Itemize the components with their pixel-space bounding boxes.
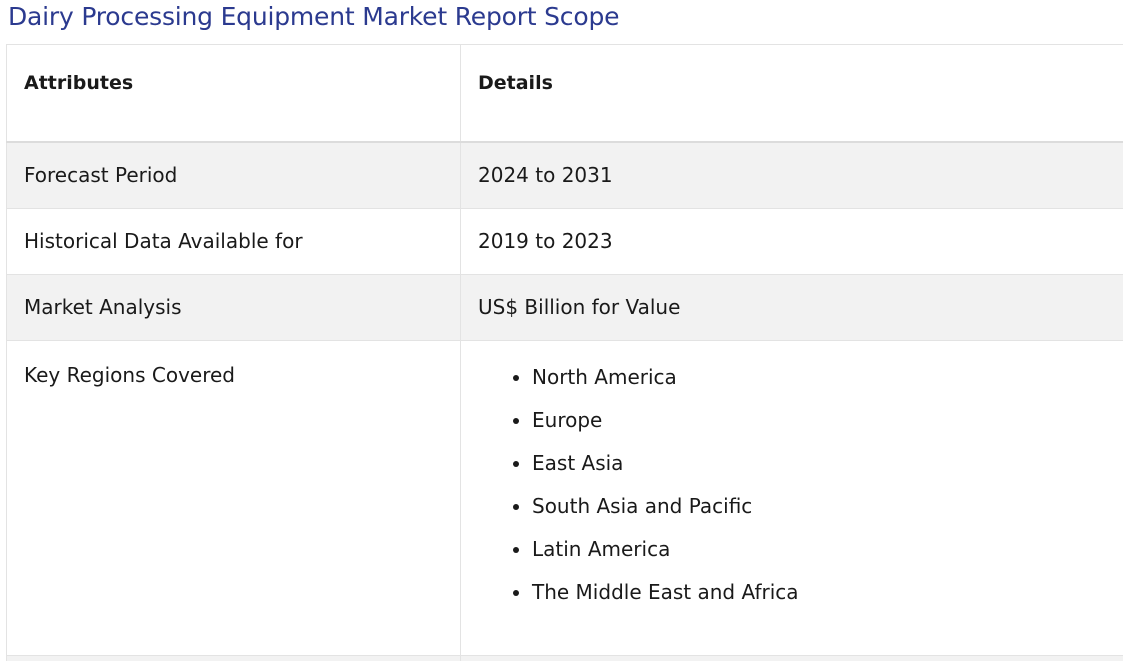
detail-cell: 2024 to 2031 — [460, 141, 1123, 209]
attribute-cell: Forecast Period — [6, 141, 461, 209]
table-row: Key Regions Covered North America Europe… — [6, 339, 1123, 656]
attribute-cell: Historical Data Available for — [6, 207, 461, 275]
column-header-details: Details — [460, 44, 1123, 143]
table-row: Historical Data Available for 2019 to 20… — [6, 207, 1123, 275]
list-item: Latin America — [532, 528, 1123, 571]
list-item: East Asia — [532, 442, 1123, 485]
page-title: Dairy Processing Equipment Market Report… — [8, 2, 620, 31]
regions-list: North America Europe East Asia South Asi… — [478, 356, 1123, 614]
table-header-row: Attributes Details — [6, 44, 1123, 143]
table-row — [6, 654, 1123, 661]
list-item: North America — [532, 356, 1123, 399]
list-item: The Middle East and Africa — [532, 571, 1123, 614]
detail-cell: North America Europe East Asia South Asi… — [460, 339, 1123, 656]
detail-cell: 2019 to 2023 — [460, 207, 1123, 275]
table-row: Market Analysis US$ Billion for Value — [6, 273, 1123, 341]
detail-cell — [460, 654, 1123, 661]
list-item: South Asia and Pacific — [532, 485, 1123, 528]
table-row: Forecast Period 2024 to 2031 — [6, 141, 1123, 209]
attribute-cell — [6, 654, 461, 661]
detail-cell: US$ Billion for Value — [460, 273, 1123, 341]
attribute-cell: Market Analysis — [6, 273, 461, 341]
attribute-cell: Key Regions Covered — [6, 339, 461, 656]
column-header-attributes: Attributes — [6, 44, 461, 143]
report-scope-table: Attributes Details Forecast Period 2024 … — [6, 44, 1123, 661]
list-item: Europe — [532, 399, 1123, 442]
